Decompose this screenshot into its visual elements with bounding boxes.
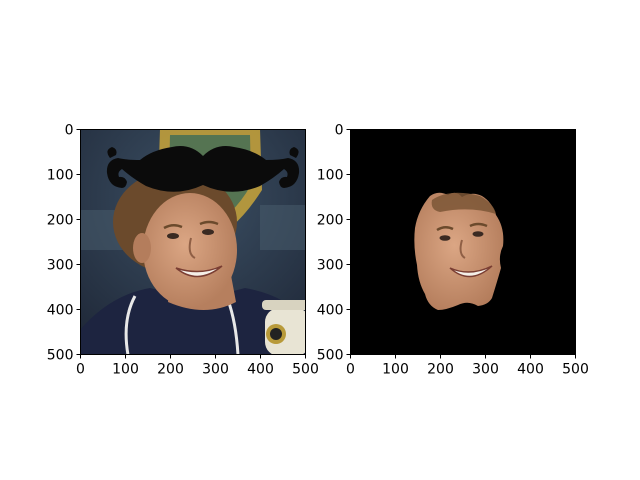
left-xtick-label: 300: [202, 362, 229, 378]
left-xtick-label: 0: [76, 362, 85, 378]
left-xtick-label: 100: [112, 362, 139, 378]
left-ytick-label: 0: [65, 123, 74, 139]
left-ytick-label: 500: [47, 348, 74, 364]
right-ytick-label: 300: [317, 258, 344, 274]
right-ytick-label: 500: [317, 348, 344, 364]
left-image-panel: [80, 129, 306, 355]
left-axes-frame: [80, 129, 306, 355]
microphone: [262, 300, 306, 355]
right-ytick-label: 200: [317, 213, 344, 229]
left-ytick-label: 300: [47, 258, 74, 274]
jacket: [80, 288, 306, 355]
right-ytick-label: 100: [317, 168, 344, 184]
mustache-overlay: [106, 146, 300, 192]
right-image-panel: [350, 129, 576, 355]
left-xtick-label: 400: [247, 362, 274, 378]
right-xtick-label: 400: [517, 362, 544, 378]
cutout-smile: [449, 265, 493, 278]
left-xtick-label: 500: [292, 362, 319, 378]
left-xtick-label: 200: [157, 362, 184, 378]
right-xtick-label: 0: [346, 362, 355, 378]
right-axes-frame: [350, 129, 576, 355]
right-ytick-label: 400: [317, 303, 344, 319]
right-ytick-label: 0: [335, 123, 344, 139]
right-xtick-label: 100: [382, 362, 409, 378]
right-xtick-label: 300: [472, 362, 499, 378]
smile: [175, 265, 223, 278]
left-ytick-label: 200: [47, 213, 74, 229]
left-ytick-label: 400: [47, 303, 74, 319]
face-cutout: [414, 192, 504, 310]
left-ytick-label: 100: [47, 168, 74, 184]
right-xtick-label: 500: [562, 362, 589, 378]
right-xtick-label: 200: [427, 362, 454, 378]
